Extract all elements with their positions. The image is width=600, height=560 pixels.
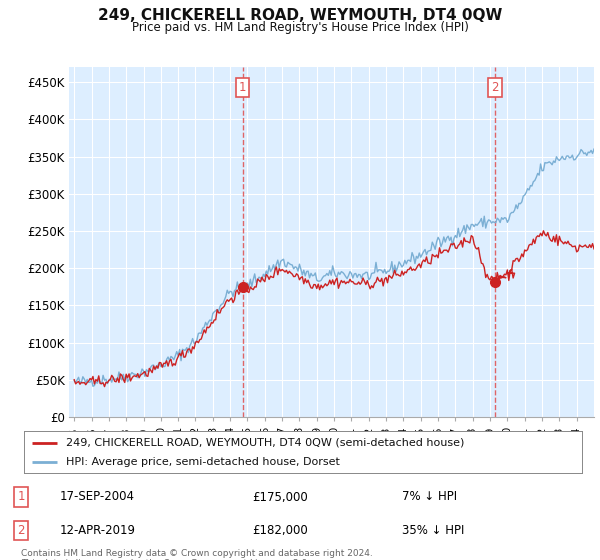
Text: 2: 2 [491, 81, 499, 94]
Text: £175,000: £175,000 [252, 491, 308, 503]
Text: £182,000: £182,000 [252, 524, 308, 537]
Text: Price paid vs. HM Land Registry's House Price Index (HPI): Price paid vs. HM Land Registry's House … [131, 21, 469, 34]
Text: HPI: Average price, semi-detached house, Dorset: HPI: Average price, semi-detached house,… [66, 457, 340, 467]
Text: 2: 2 [17, 524, 25, 537]
Text: 35% ↓ HPI: 35% ↓ HPI [402, 524, 464, 537]
Text: 7% ↓ HPI: 7% ↓ HPI [402, 491, 457, 503]
Text: 249, CHICKERELL ROAD, WEYMOUTH, DT4 0QW: 249, CHICKERELL ROAD, WEYMOUTH, DT4 0QW [98, 8, 502, 24]
Text: Contains HM Land Registry data © Crown copyright and database right 2024.
This d: Contains HM Land Registry data © Crown c… [21, 549, 373, 560]
Text: 1: 1 [239, 81, 247, 94]
Text: 1: 1 [17, 491, 25, 503]
Text: 12-APR-2019: 12-APR-2019 [60, 524, 136, 537]
Text: 17-SEP-2004: 17-SEP-2004 [60, 491, 135, 503]
Text: 249, CHICKERELL ROAD, WEYMOUTH, DT4 0QW (semi-detached house): 249, CHICKERELL ROAD, WEYMOUTH, DT4 0QW … [66, 437, 464, 447]
